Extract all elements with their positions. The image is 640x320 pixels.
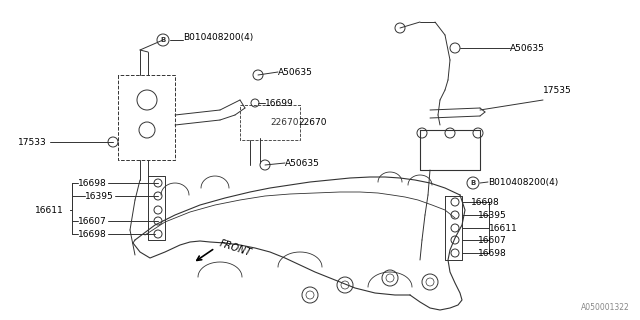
Text: 22670: 22670 bbox=[298, 117, 326, 126]
Text: 16698: 16698 bbox=[478, 249, 507, 258]
Text: FRONT: FRONT bbox=[218, 238, 253, 258]
Text: 17535: 17535 bbox=[543, 85, 572, 94]
Text: B010408200(4): B010408200(4) bbox=[488, 178, 558, 187]
Text: 16698: 16698 bbox=[78, 179, 107, 188]
Text: B: B bbox=[161, 37, 166, 43]
Text: 16607: 16607 bbox=[478, 236, 507, 244]
Text: 22670: 22670 bbox=[270, 117, 298, 126]
Text: B010408200(4): B010408200(4) bbox=[183, 33, 253, 42]
Text: A50635: A50635 bbox=[285, 158, 320, 167]
Text: 16395: 16395 bbox=[478, 211, 507, 220]
Text: 16611: 16611 bbox=[489, 223, 518, 233]
Circle shape bbox=[467, 177, 479, 189]
Text: A050001322: A050001322 bbox=[581, 303, 630, 312]
Text: 17533: 17533 bbox=[19, 138, 47, 147]
Text: B: B bbox=[470, 180, 476, 186]
Text: 16607: 16607 bbox=[78, 217, 107, 226]
Text: 16698: 16698 bbox=[78, 229, 107, 238]
Text: A50635: A50635 bbox=[278, 68, 313, 76]
Circle shape bbox=[157, 34, 169, 46]
Text: 16611: 16611 bbox=[35, 205, 64, 214]
Text: 16698: 16698 bbox=[471, 197, 500, 206]
Text: A50635: A50635 bbox=[510, 44, 545, 52]
Text: 16699: 16699 bbox=[265, 99, 294, 108]
Text: 16395: 16395 bbox=[85, 191, 114, 201]
